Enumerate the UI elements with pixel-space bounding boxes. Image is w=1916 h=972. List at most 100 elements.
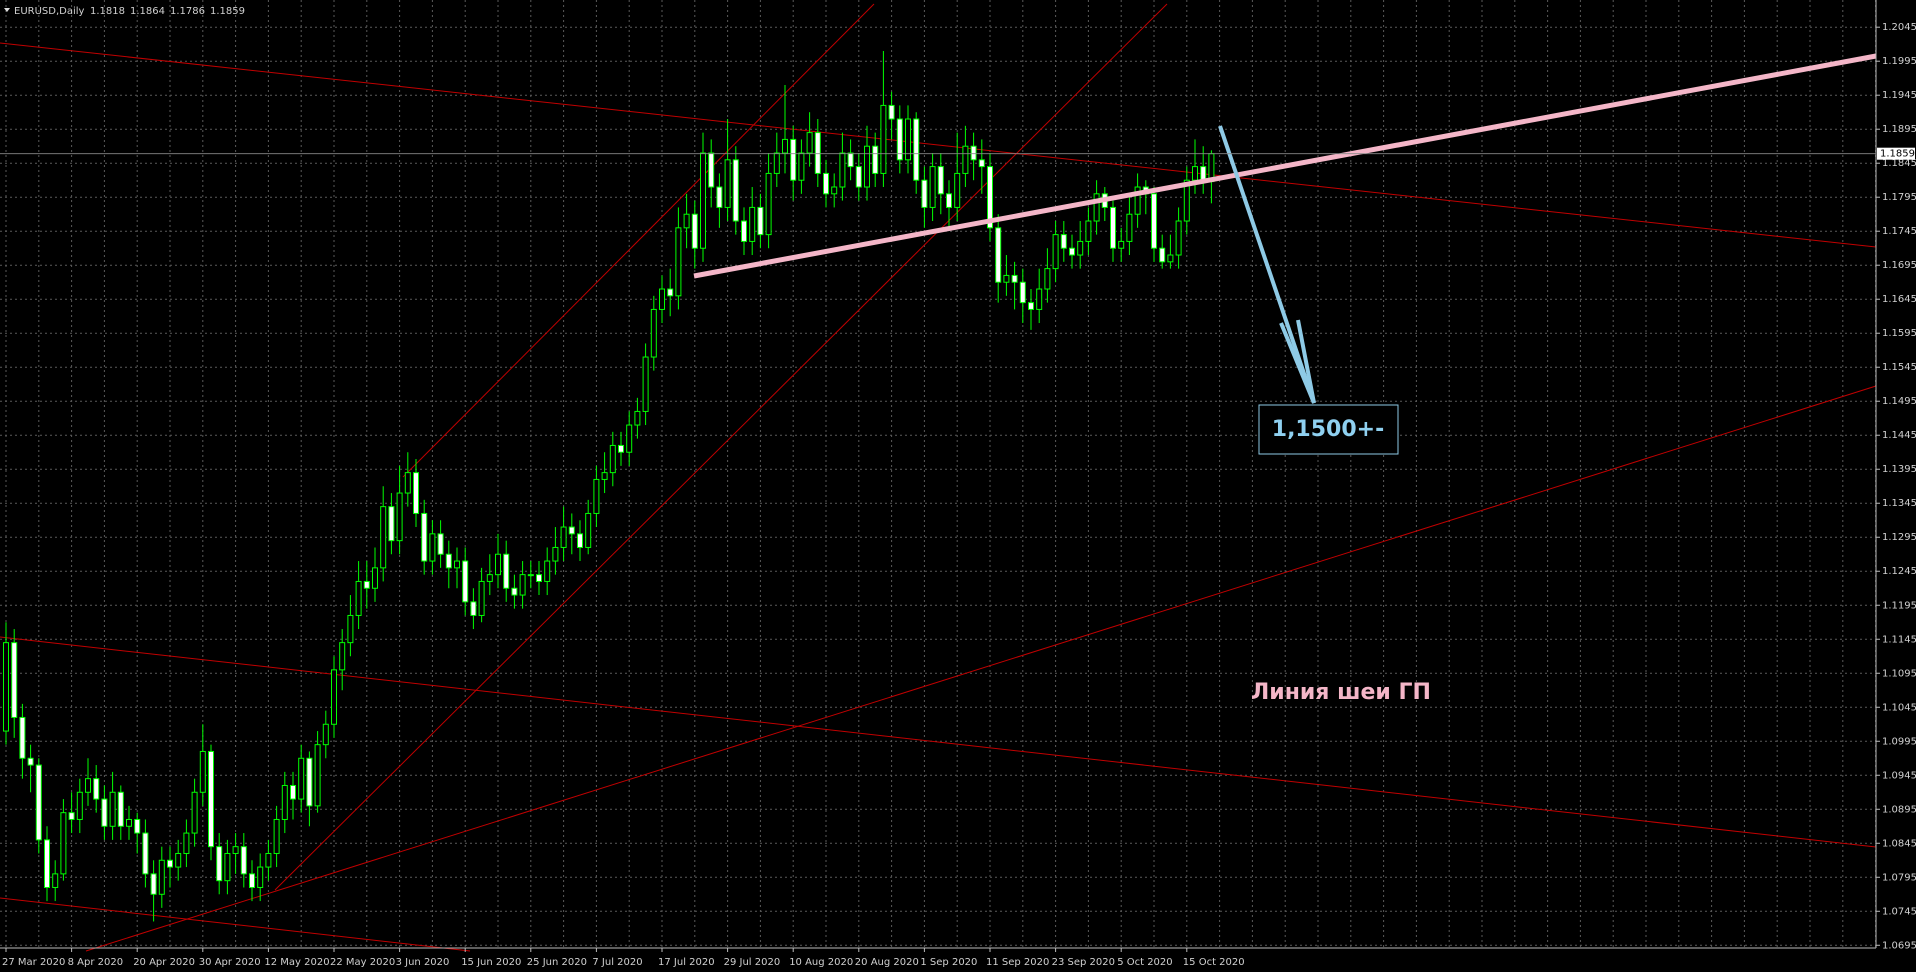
header: EURUSD,Daily 1.1818 1.1864 1.1786 1.1859 bbox=[4, 6, 245, 17]
candle-body bbox=[388, 506, 395, 542]
candle-body bbox=[527, 574, 534, 577]
x-tick-label: 20 Apr 2020 bbox=[133, 957, 195, 968]
candle-body bbox=[954, 172, 961, 208]
candle-body bbox=[216, 846, 223, 882]
candle-body bbox=[208, 750, 214, 848]
x-tick-label: 17 Jul 2020 bbox=[658, 957, 715, 968]
candle-body bbox=[864, 145, 870, 188]
x-tick-label: 25 Jun 2020 bbox=[527, 957, 587, 968]
candle-body bbox=[1192, 166, 1198, 181]
arrow bbox=[1218, 125, 1316, 404]
candle-body bbox=[749, 206, 756, 242]
candle-body bbox=[1044, 268, 1051, 290]
candle-body bbox=[593, 478, 600, 514]
candle-body bbox=[667, 288, 674, 297]
candle-body bbox=[331, 669, 337, 725]
candle-body bbox=[1167, 254, 1174, 263]
y-tick-label: 1.0945 bbox=[1882, 770, 1916, 781]
y-tick-label: 1.1945 bbox=[1882, 90, 1916, 101]
candle-body bbox=[85, 778, 91, 793]
grid bbox=[0, 0, 1877, 948]
candle-body bbox=[470, 601, 477, 616]
y-tick-label: 1.1095 bbox=[1882, 668, 1916, 679]
candle-body bbox=[93, 778, 100, 800]
candle-body bbox=[126, 818, 132, 827]
candle-body bbox=[68, 812, 75, 820]
y-tick-label: 1.0695 bbox=[1882, 940, 1916, 951]
candle-body bbox=[568, 526, 575, 535]
x-tick-label: 15 Oct 2020 bbox=[1183, 957, 1245, 968]
y-tick-label: 1.1045 bbox=[1882, 702, 1916, 713]
y-tick-label: 1.1245 bbox=[1882, 566, 1916, 577]
x-tick-label: 7 Jul 2020 bbox=[592, 957, 642, 968]
trend-line bbox=[0, 636, 1877, 848]
neckline-label: Линия шеи ГП bbox=[1251, 680, 1431, 705]
candle-body bbox=[298, 757, 305, 800]
candle-body bbox=[142, 832, 149, 875]
y-tick-label: 1.1695 bbox=[1882, 260, 1916, 271]
candle-body bbox=[691, 213, 698, 249]
candle-body bbox=[413, 472, 419, 514]
trend-line bbox=[85, 385, 1877, 952]
candle-body bbox=[765, 172, 772, 236]
candle-body bbox=[962, 145, 969, 174]
y-tick-label: 1.1795 bbox=[1882, 192, 1916, 203]
y-tick-label: 1.0795 bbox=[1882, 872, 1916, 883]
candle-body bbox=[265, 852, 272, 868]
x-tick-label: 15 Jun 2020 bbox=[461, 957, 521, 968]
y-tick-label: 1.1145 bbox=[1882, 634, 1916, 645]
candle-body bbox=[790, 138, 797, 181]
x-tick-label: 10 Aug 2020 bbox=[789, 957, 853, 968]
candle-body bbox=[519, 574, 526, 596]
candle-body bbox=[503, 553, 510, 589]
candle-body bbox=[732, 159, 739, 222]
candle-body bbox=[396, 492, 403, 542]
candle-body bbox=[191, 791, 198, 834]
candle-body bbox=[175, 852, 182, 868]
y-tick-label: 1.2045 bbox=[1882, 22, 1916, 33]
candle-body bbox=[921, 179, 928, 208]
symbol-title: EURUSD,Daily bbox=[14, 6, 85, 17]
candle-body bbox=[1085, 220, 1092, 242]
candle-body bbox=[290, 784, 296, 800]
y-tick-label: 1.1395 bbox=[1882, 464, 1916, 475]
candle-body bbox=[429, 533, 436, 562]
y-tick-label: 1.1195 bbox=[1882, 600, 1916, 611]
y-tick-label: 1.0745 bbox=[1882, 906, 1916, 917]
drawings bbox=[0, 3, 1877, 952]
y-tick-label: 1.0995 bbox=[1882, 736, 1916, 747]
annotations: 1,1500+- Линия шеи ГП bbox=[693, 53, 1877, 705]
candle-body bbox=[544, 560, 551, 582]
candle-body bbox=[1028, 302, 1034, 310]
candle-body bbox=[872, 145, 879, 174]
candle-body bbox=[322, 723, 329, 746]
candle-body bbox=[839, 152, 846, 188]
candle-body bbox=[609, 444, 616, 474]
candle-body bbox=[445, 553, 452, 569]
candle-body bbox=[1118, 240, 1125, 249]
candle-body bbox=[716, 186, 723, 208]
candle-body bbox=[109, 791, 116, 827]
candle-body bbox=[946, 193, 952, 208]
candle-body bbox=[1134, 186, 1141, 215]
header-low: 1.1786 bbox=[170, 6, 205, 17]
candle-body bbox=[814, 132, 821, 174]
candle-body bbox=[806, 132, 813, 154]
candle-body bbox=[913, 118, 920, 181]
candle-body bbox=[798, 152, 805, 181]
candle-body bbox=[1019, 281, 1026, 304]
candle-body bbox=[60, 812, 67, 875]
x-tick-label: 29 Jul 2020 bbox=[724, 957, 781, 968]
candle-body bbox=[601, 472, 608, 480]
candle-body bbox=[1126, 213, 1133, 242]
candle-body bbox=[1011, 274, 1018, 283]
candle-body bbox=[511, 587, 518, 596]
candle-body bbox=[273, 818, 280, 854]
candle-body bbox=[1175, 220, 1182, 256]
candle-body bbox=[1183, 179, 1190, 222]
target-label: 1,1500+- bbox=[1272, 417, 1384, 442]
x-tick-label: 20 Aug 2020 bbox=[855, 957, 919, 968]
